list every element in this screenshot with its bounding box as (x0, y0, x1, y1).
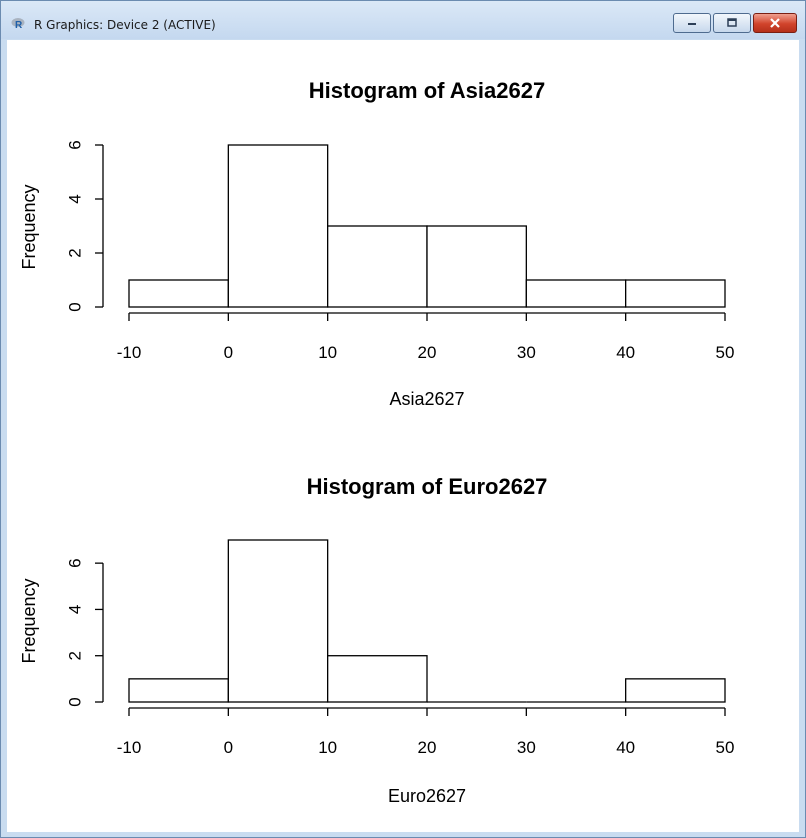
r-logo-icon: R (11, 18, 25, 29)
hist2-x-tick-label: 30 (517, 738, 536, 757)
maximize-button[interactable] (713, 13, 751, 33)
hist1-y-axis-title: Frequency (19, 184, 39, 269)
hist1-y-tick-label: 4 (66, 194, 85, 203)
hist2-bar (128, 678, 229, 703)
title-bar[interactable]: R R Graphics: Device 2 (ACTIVE) (1, 1, 805, 39)
plot-area: Histogram of Asia2627 -10 0 10 20 30 40 50 0 2 4 6 A… (7, 40, 799, 832)
hist2-x-tick-label: 40 (616, 738, 635, 757)
hist1-bar (625, 279, 726, 308)
hist1-title: Histogram of Asia2627 (309, 78, 545, 103)
hist1-x-tick-label: 0 (224, 343, 233, 362)
hist1-y-tick-label: 0 (66, 302, 85, 311)
hist1-bar (128, 279, 229, 308)
close-icon (770, 18, 780, 28)
hist2-y-tick-label: 4 (66, 605, 85, 614)
hist2-bar (625, 678, 726, 703)
hist2-y-tick-label: 0 (66, 697, 85, 706)
hist2-bar (227, 539, 329, 703)
hist2-x-axis-title: Euro2627 (388, 786, 466, 806)
maximize-icon (727, 18, 737, 27)
hist2-x-tick-label: -10 (117, 738, 142, 757)
hist1-bar (327, 225, 428, 308)
close-button[interactable] (753, 13, 797, 33)
hist2-x-tick-label: 20 (418, 738, 437, 757)
minimize-icon (688, 23, 696, 25)
hist1-x-tick-label: 10 (318, 343, 337, 362)
hist2-x-tick-label: 0 (224, 738, 233, 757)
hist1-x-tick-label: -10 (117, 343, 142, 362)
window-title: R Graphics: Device 2 (ACTIVE) (34, 18, 216, 32)
hist1-bar (227, 144, 329, 308)
hist1-y-tick-label: 2 (66, 248, 85, 257)
minimize-button[interactable] (673, 13, 711, 33)
hist1-x-tick-label: 40 (616, 343, 635, 362)
hist1-x-tick-label: 20 (418, 343, 437, 362)
hist1-bar (426, 225, 527, 308)
svg-text:R: R (15, 20, 23, 29)
hist1-x-tick-label: 50 (716, 343, 735, 362)
hist1-x-axis-title: Asia2627 (389, 389, 464, 409)
hist2-y-axis-title: Frequency (19, 578, 39, 663)
histogram-plots: Histogram of Asia2627-10 0 10 20 30 40 500246A… (19, 78, 735, 806)
hist2-y-tick-label: 2 (66, 651, 85, 660)
hist2-x-tick-label: 50 (716, 738, 735, 757)
hist2-y-tick-label: 6 (66, 558, 85, 567)
hist1-y-tick-label: 6 (66, 140, 85, 149)
hist2-x-tick-label: 10 (318, 738, 337, 757)
hist2-title: Histogram of Euro2627 (307, 474, 548, 499)
hist1-x-tick-label: 30 (517, 343, 536, 362)
hist1-bar (525, 279, 627, 308)
hist2-bar (327, 655, 428, 703)
